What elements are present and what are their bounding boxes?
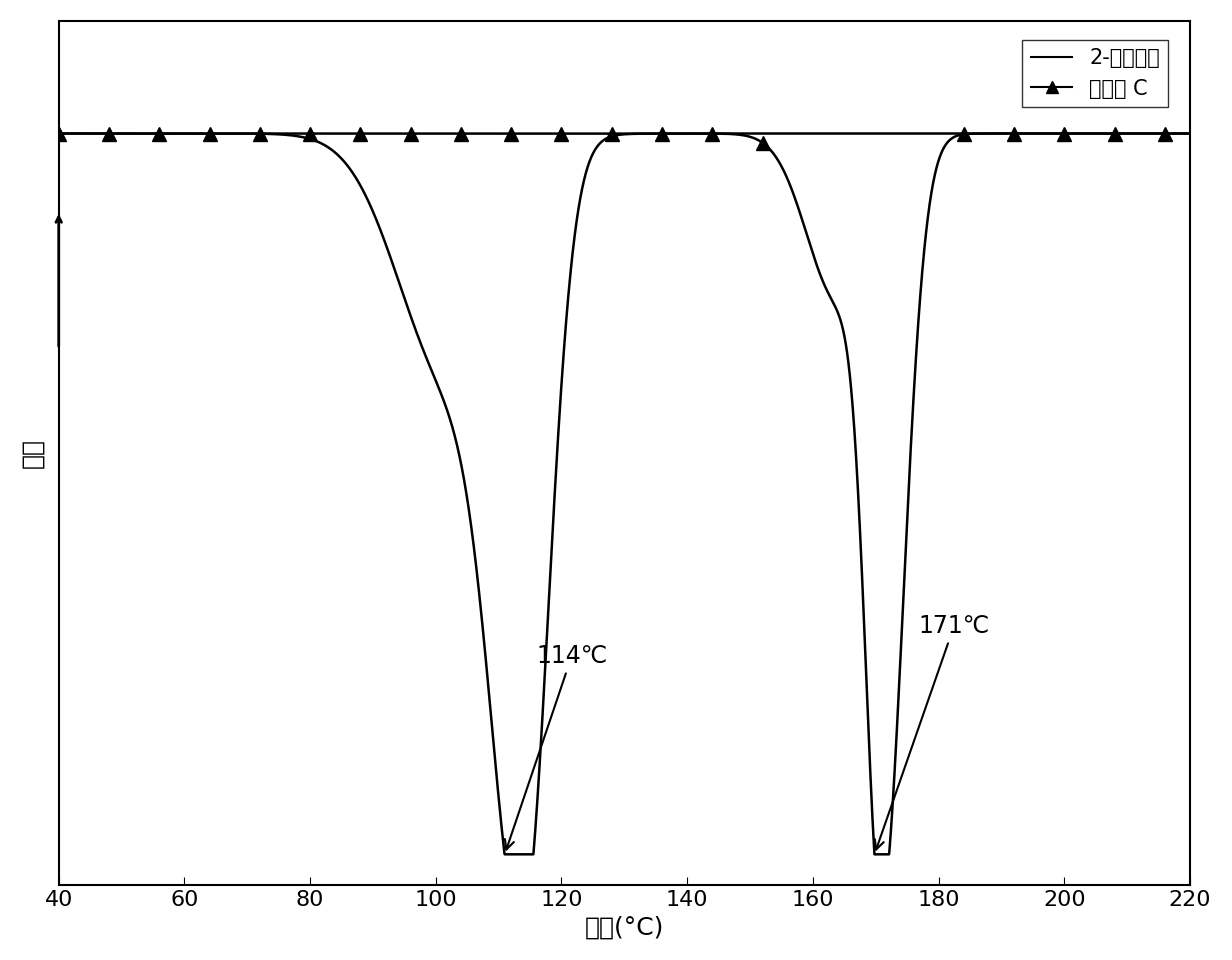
Text: 171℃: 171℃ [875,614,989,850]
Legend: 2-乙基咊唢, 固化剂 C: 2-乙基咊唢, 固化剂 C [1023,40,1168,107]
Y-axis label: 吸热: 吸热 [21,438,44,468]
X-axis label: 温度(°C): 温度(°C) [585,915,664,939]
Text: 114℃: 114℃ [505,644,607,850]
